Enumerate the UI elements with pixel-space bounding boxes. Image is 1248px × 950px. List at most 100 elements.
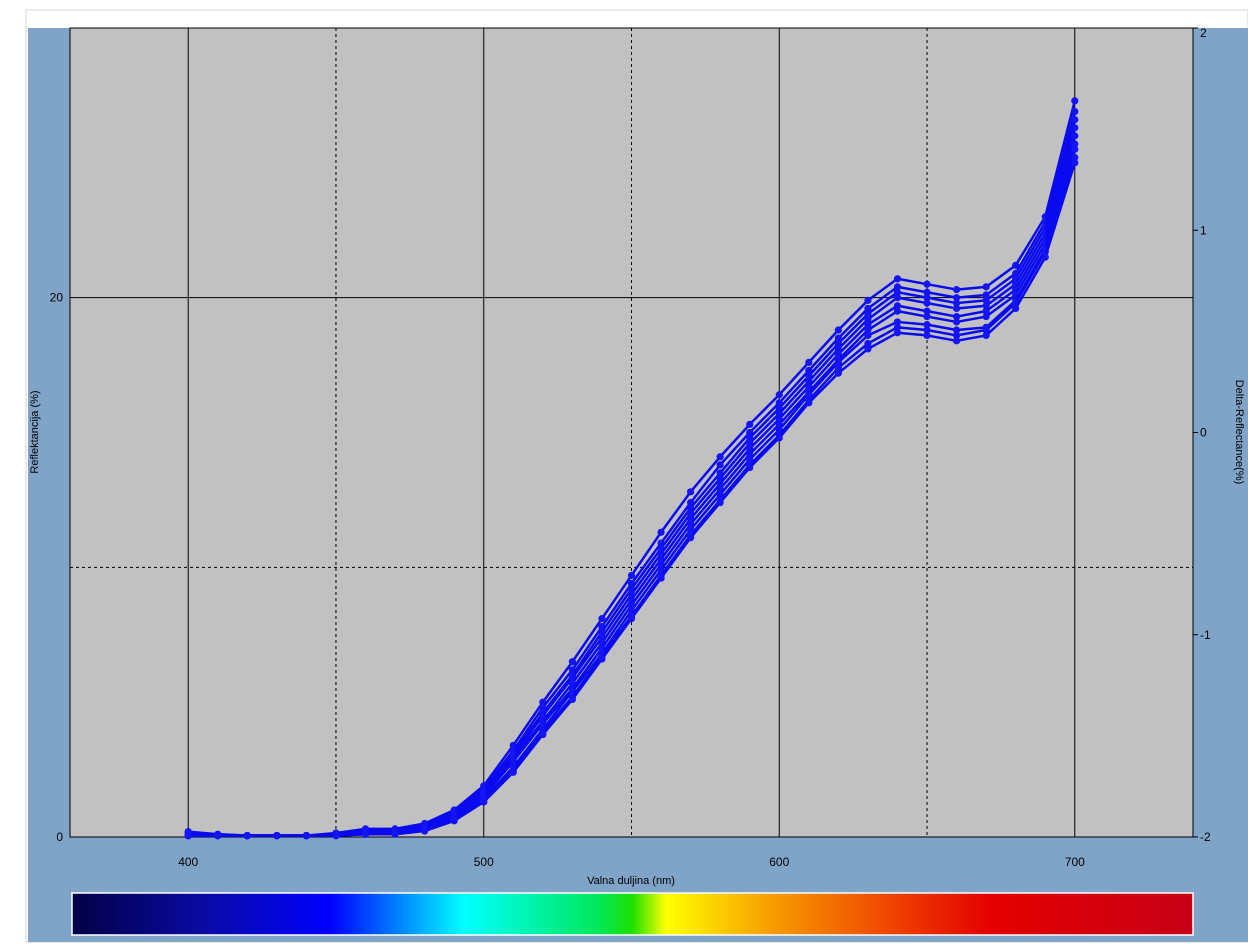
- data-point: [539, 730, 547, 739]
- data-point: [746, 445, 754, 453]
- y-tick-label: 20: [50, 291, 64, 305]
- y2-tick-label: -2: [1200, 830, 1211, 844]
- data-point: [716, 461, 724, 469]
- data-point: [923, 307, 931, 315]
- data-series: [184, 97, 1079, 840]
- data-point: [480, 798, 488, 806]
- x-tick-label: 700: [1065, 855, 1085, 869]
- data-point: [805, 358, 813, 366]
- data-point: [568, 658, 576, 666]
- data-point: [982, 296, 990, 304]
- data-point: [893, 302, 902, 310]
- data-point: [302, 832, 311, 840]
- data-point: [952, 337, 961, 345]
- spectrum-color-bar: [71, 892, 1194, 936]
- data-point: [923, 312, 931, 321]
- data-point: [952, 299, 961, 307]
- data-point: [952, 304, 961, 313]
- data-point: [834, 369, 842, 377]
- data-point: [834, 345, 842, 353]
- data-point: [568, 695, 576, 704]
- data-point: [775, 391, 783, 399]
- data-point: [361, 830, 370, 838]
- data-point: [775, 434, 783, 442]
- data-point: [746, 463, 754, 472]
- data-point: [214, 832, 222, 840]
- data-point: [1071, 116, 1079, 124]
- data-point: [805, 399, 813, 407]
- data-point: [923, 280, 931, 288]
- data-point: [982, 307, 990, 315]
- data-point: [746, 434, 754, 442]
- data-point: [864, 310, 872, 318]
- data-point: [1071, 107, 1079, 116]
- tick-labels: 400 500 600 700 0 20 -2 -1 0 1 2: [50, 26, 1211, 869]
- data-point: [864, 326, 872, 334]
- data-point: [391, 830, 399, 838]
- data-point: [923, 326, 931, 334]
- data-point: [421, 827, 429, 835]
- data-point: [952, 331, 961, 340]
- data-point: [746, 439, 754, 447]
- data-point: [864, 331, 872, 340]
- data-point: [184, 832, 192, 840]
- data-point: [627, 571, 636, 580]
- data-point: [716, 453, 724, 461]
- data-point: [1071, 97, 1079, 105]
- data-point: [657, 528, 665, 536]
- data-point: [657, 574, 665, 582]
- y2-tick-label: 1: [1200, 223, 1207, 237]
- data-point: [923, 294, 931, 302]
- data-point: [598, 655, 606, 663]
- data-point: [1071, 140, 1079, 148]
- data-point: [982, 312, 990, 321]
- data-point: [1012, 304, 1020, 313]
- data-point: [864, 315, 872, 323]
- data-point: [952, 285, 961, 294]
- data-point: [1012, 261, 1020, 269]
- data-point: [598, 614, 606, 623]
- data-point: [952, 318, 961, 326]
- data-point: [893, 294, 902, 302]
- data-point: [627, 614, 636, 623]
- data-point: [1071, 159, 1079, 167]
- data-point: [864, 321, 872, 329]
- data-point: [243, 832, 251, 840]
- data-point: [834, 358, 842, 366]
- data-point: [982, 331, 990, 340]
- data-point: [834, 326, 842, 334]
- data-point: [982, 302, 990, 310]
- data-point: [923, 321, 931, 329]
- data-point: [1041, 253, 1049, 261]
- data-point: [1071, 132, 1079, 140]
- data-point: [746, 450, 754, 458]
- data-point: [952, 294, 961, 302]
- data-point: [687, 488, 695, 496]
- data-point: [864, 345, 872, 353]
- data-point: [923, 299, 931, 307]
- data-point: [982, 326, 990, 334]
- data-point: [893, 329, 902, 337]
- data-point: [952, 326, 961, 334]
- data-point: [982, 283, 990, 291]
- data-point: [923, 331, 931, 340]
- data-point: [952, 312, 961, 321]
- y2-axis-title: Delta-Reflectance(%): [1233, 380, 1245, 485]
- data-point: [834, 339, 842, 348]
- data-point: [273, 832, 281, 840]
- data-point: [864, 304, 872, 313]
- data-point: [746, 455, 754, 464]
- y2-tick-label: 0: [1200, 426, 1207, 440]
- data-point: [450, 817, 458, 825]
- data-point: [746, 420, 754, 429]
- data-point: [893, 288, 902, 296]
- data-point: [509, 768, 517, 776]
- x-tick-label: 500: [474, 855, 494, 869]
- data-point: [834, 334, 842, 342]
- data-point: [834, 364, 842, 372]
- data-point: [1071, 153, 1079, 162]
- data-point: [746, 428, 754, 437]
- data-point: [923, 288, 931, 296]
